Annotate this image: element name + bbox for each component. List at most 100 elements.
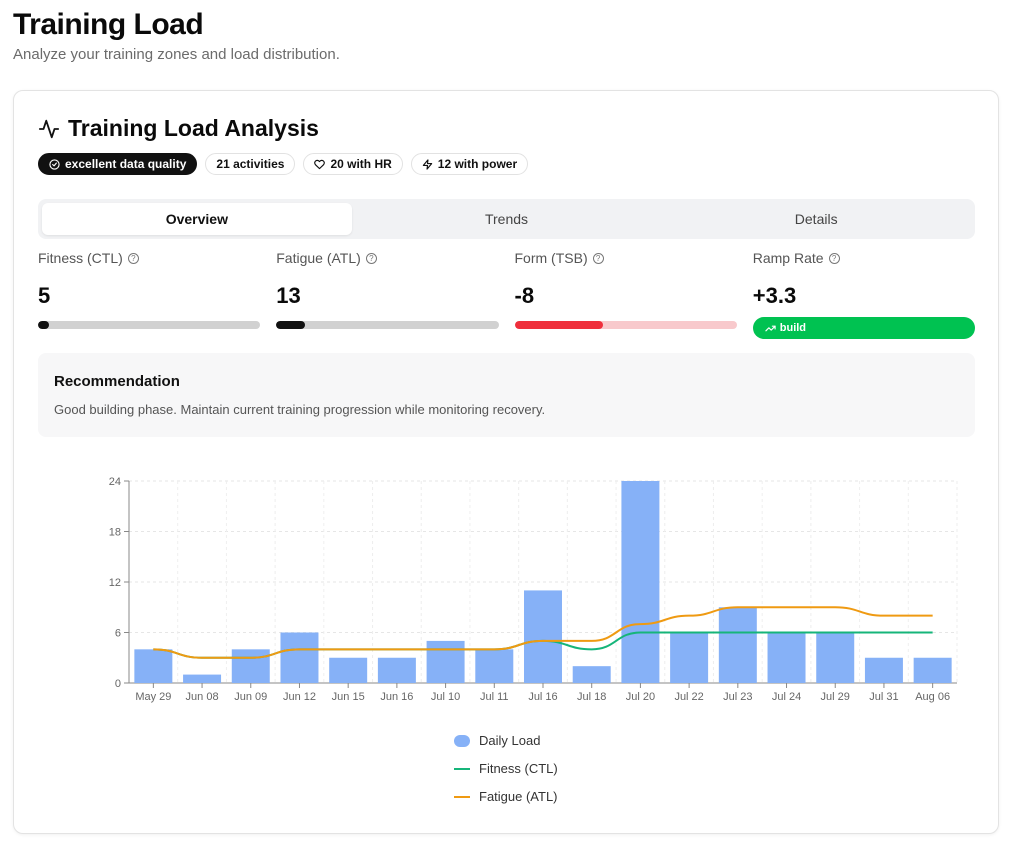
recommendation-panel: Recommendation Good building phase. Main… <box>38 353 975 437</box>
metric-fitness-label: Fitness (CTL) <box>38 250 123 266</box>
y-tick-label: 24 <box>109 476 121 488</box>
bar-daily-load <box>524 590 562 683</box>
tab-details[interactable]: Details <box>794 211 838 227</box>
recommendation-text: Good building phase. Maintain current tr… <box>54 402 546 417</box>
help-icon[interactable]: ? <box>592 252 604 264</box>
data-quality-badge: excellent data quality <box>38 153 198 175</box>
legend-label: Fitness (CTL) <box>479 761 558 776</box>
x-tick-label: Jul 10 <box>431 691 460 703</box>
x-tick-label: Jul 24 <box>772 691 801 703</box>
recommendation-title: Recommendation <box>54 373 180 390</box>
x-tick-label: Jul 31 <box>869 691 898 703</box>
trending-up-icon <box>765 325 776 331</box>
bar-daily-load <box>864 657 903 683</box>
tab-trends[interactable]: Trends <box>484 211 529 227</box>
legend-swatch <box>454 767 470 770</box>
metric-ramp-label: Ramp Rate <box>752 250 824 266</box>
card-header: Training Load Analysis <box>38 115 319 142</box>
heart-icon <box>314 159 326 169</box>
line-fatigue-atl <box>153 606 933 659</box>
metric-fitness-value: 5 <box>38 283 51 308</box>
bar-daily-load <box>718 607 757 683</box>
bar-daily-load <box>913 657 952 683</box>
fitness-progress-track <box>38 321 261 329</box>
bar-daily-load <box>816 632 855 683</box>
y-tick-label: 0 <box>115 678 121 690</box>
page-title: Training Load <box>13 8 204 41</box>
power-badge: 12 with power <box>410 153 529 175</box>
chart-legend: Daily Load Fitness (CTL) Fatigue (ATL) <box>454 733 558 804</box>
metric-form-label: Form (TSB) <box>514 250 588 266</box>
metric-ramp-rate: Ramp Rate ? +3.3 build <box>752 249 975 339</box>
x-tick-label: Jul 16 <box>528 691 557 703</box>
lightning-icon <box>422 158 432 170</box>
bar-daily-load <box>767 632 806 683</box>
y-tick-label: 18 <box>109 527 121 539</box>
chart-svg: 0 6 12 18 24 May 29 Jun 08 Jun 09 Jun 12 Jun 15 Ju… <box>109 476 958 703</box>
fatigue-progress-track <box>276 321 499 329</box>
x-tick-label: Jun 15 <box>332 691 365 703</box>
legend-fitness[interactable]: Fitness (CTL) <box>454 761 558 776</box>
bar-daily-load <box>670 632 709 683</box>
bar-daily-load <box>475 649 514 683</box>
tab-overview[interactable]: Overview <box>42 203 352 235</box>
x-tick-label: Jul 18 <box>577 691 606 703</box>
legend-label: Fatigue (ATL) <box>479 789 558 804</box>
bar-daily-load <box>621 481 660 683</box>
legend-label: Daily Load <box>479 733 541 748</box>
x-tick-label: Jul 23 <box>723 691 752 703</box>
hr-badge: 20 with HR <box>303 153 403 175</box>
legend-daily-load[interactable]: Daily Load <box>454 733 558 748</box>
check-circle-icon <box>49 158 60 170</box>
activities-badge: 21 activities <box>205 153 296 175</box>
bar-daily-load <box>280 632 319 683</box>
x-tick-label: Aug 06 <box>915 691 950 703</box>
bar-daily-load <box>183 674 222 683</box>
bar-daily-load <box>329 657 368 683</box>
activities-label: 21 activities <box>216 157 285 171</box>
hr-label: 20 with HR <box>330 157 392 171</box>
metric-form: Form (TSB) ? -8 <box>514 249 737 339</box>
card-title: Training Load Analysis <box>68 115 319 141</box>
legend-swatch <box>454 734 470 747</box>
help-icon[interactable]: ? <box>828 252 840 264</box>
badge-row: excellent data quality 21 activities 20 … <box>38 153 529 175</box>
metric-fatigue: Fatigue (ATL) ? 13 <box>276 249 499 339</box>
bar-daily-load <box>134 649 173 683</box>
form-progress-fill <box>514 321 604 329</box>
metric-fatigue-label: Fatigue (ATL) <box>276 250 361 266</box>
training-load-card: Training Load Analysis excellent data qu… <box>13 90 999 834</box>
x-tick-label: Jul 29 <box>821 691 850 703</box>
help-icon[interactable]: ? <box>365 252 377 264</box>
metric-ramp-value: +3.3 <box>752 283 797 308</box>
activity-icon <box>38 119 60 138</box>
bar-daily-load <box>231 649 270 683</box>
data-quality-label: excellent data quality <box>65 157 187 171</box>
fitness-progress-fill <box>38 321 50 329</box>
metric-fatigue-value: 13 <box>276 283 301 308</box>
form-progress-track <box>514 321 737 329</box>
x-tick-label: Jun 09 <box>234 691 267 703</box>
ramp-status-badge: build <box>752 317 975 339</box>
legend-swatch <box>454 795 470 798</box>
metric-fitness: Fitness (CTL) ? 5 <box>38 249 261 339</box>
help-icon[interactable]: ? <box>127 252 139 264</box>
x-tick-label: Jul 22 <box>674 691 703 703</box>
x-tick-label: May 29 <box>135 691 171 703</box>
x-tick-label: Jun 12 <box>283 691 316 703</box>
ramp-status-label: build <box>779 322 807 334</box>
power-label: 12 with power <box>437 157 518 171</box>
y-tick-label: 6 <box>115 628 121 640</box>
y-tick-label: 12 <box>109 577 121 589</box>
bar-daily-load <box>426 640 465 683</box>
metrics-row: Fitness (CTL) ? 5 Fatigue (ATL) ? 13 For… <box>38 249 975 339</box>
x-tick-label: Jun 16 <box>380 691 413 703</box>
fatigue-progress-fill <box>276 321 306 329</box>
bar-daily-load <box>377 657 416 683</box>
training-load-chart: 0 6 12 18 24 May 29 Jun 08 Jun 09 Jun 12 Jun 15 Ju… <box>84 471 964 711</box>
page-subtitle: Analyze your training zones and load dis… <box>13 46 340 63</box>
metric-form-value: -8 <box>514 283 535 308</box>
x-tick-label: Jul 20 <box>626 691 655 703</box>
legend-fatigue[interactable]: Fatigue (ATL) <box>454 789 558 804</box>
x-tick-label: Jul 11 <box>480 691 509 703</box>
